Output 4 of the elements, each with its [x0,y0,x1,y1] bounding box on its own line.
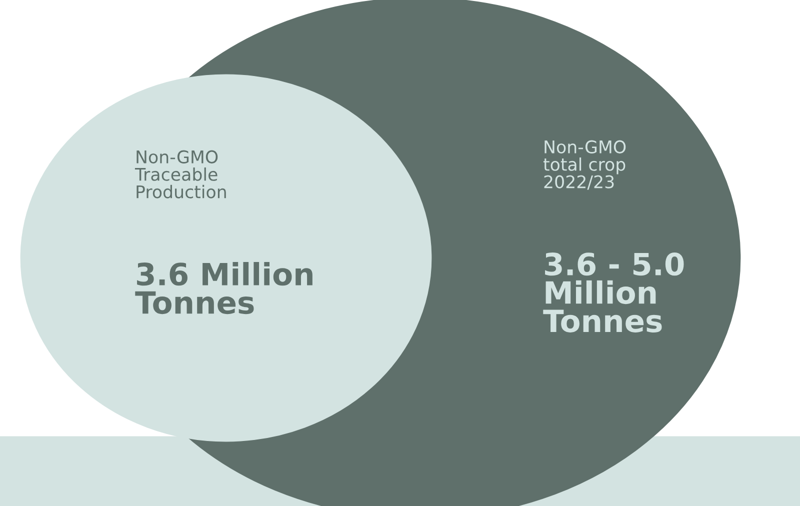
category-label: Non-GMO Traceable Production [134,150,226,198]
data-label: 3.6 - 5.0 Million Tonnes [543,252,684,332]
data-label: 3.6 Million Tonnes [135,262,312,314]
category-label: Non-GMO total crop 2022/23 [543,140,626,190]
